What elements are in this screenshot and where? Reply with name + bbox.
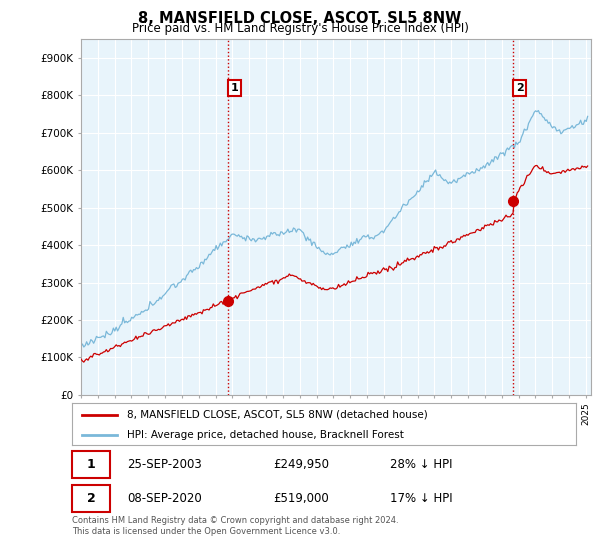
Text: HPI: Average price, detached house, Bracknell Forest: HPI: Average price, detached house, Brac…	[127, 430, 404, 440]
Text: £249,950: £249,950	[274, 458, 329, 471]
Text: 2: 2	[516, 83, 524, 93]
Text: 1: 1	[230, 83, 238, 93]
Text: 28% ↓ HPI: 28% ↓ HPI	[389, 458, 452, 471]
Text: 8, MANSFIELD CLOSE, ASCOT, SL5 8NW (detached house): 8, MANSFIELD CLOSE, ASCOT, SL5 8NW (deta…	[127, 410, 428, 420]
Text: 25-SEP-2003: 25-SEP-2003	[127, 458, 202, 471]
FancyBboxPatch shape	[72, 451, 110, 478]
Text: Price paid vs. HM Land Registry's House Price Index (HPI): Price paid vs. HM Land Registry's House …	[131, 22, 469, 35]
FancyBboxPatch shape	[72, 486, 110, 512]
Text: Contains HM Land Registry data © Crown copyright and database right 2024.
This d: Contains HM Land Registry data © Crown c…	[72, 516, 398, 536]
Text: 1: 1	[86, 458, 95, 471]
Text: 2: 2	[86, 492, 95, 505]
Text: 8, MANSFIELD CLOSE, ASCOT, SL5 8NW: 8, MANSFIELD CLOSE, ASCOT, SL5 8NW	[139, 11, 461, 26]
Text: 17% ↓ HPI: 17% ↓ HPI	[389, 492, 452, 505]
Text: 08-SEP-2020: 08-SEP-2020	[127, 492, 202, 505]
Text: £519,000: £519,000	[274, 492, 329, 505]
